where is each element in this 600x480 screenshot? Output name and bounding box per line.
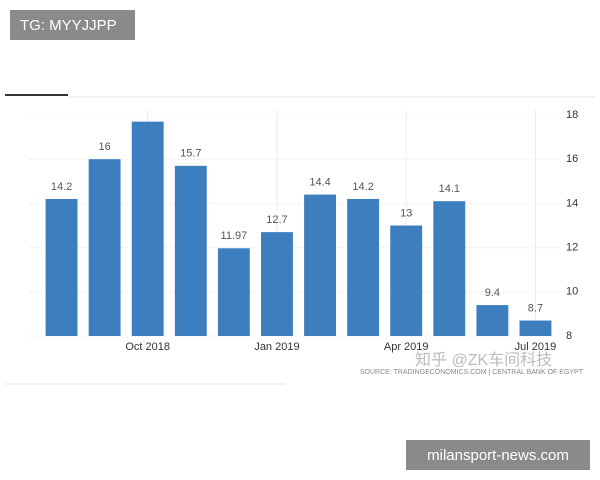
watermark: 知乎 @ZK车间科技	[415, 351, 552, 369]
bar	[390, 225, 423, 336]
bar	[347, 198, 380, 336]
x-tick-label: Oct 2018	[125, 341, 170, 353]
bar	[88, 159, 121, 336]
value-label: 12.7	[266, 214, 287, 226]
bar	[217, 248, 250, 336]
bar	[174, 165, 207, 336]
value-label: 15.7	[180, 148, 201, 160]
top-tag: TG: MYYJJPP	[20, 17, 117, 34]
x-tick-label: Apr 2019	[384, 341, 429, 353]
bar	[433, 201, 466, 336]
y-tick-label: 10	[566, 286, 578, 298]
y-tick-label: 8	[566, 330, 572, 342]
tag-box	[10, 10, 135, 40]
source: SOURCE: TRADINGECONOMICS.COM | CENTRAL B…	[360, 369, 584, 376]
x-tick-label: Jan 2019	[254, 341, 299, 353]
site: milansport-news.com	[427, 447, 569, 464]
bar	[131, 121, 164, 336]
value-label: 14.1	[439, 183, 460, 195]
value-label: 11.97	[221, 230, 248, 242]
value-label: 9.4	[485, 287, 500, 299]
bar	[261, 232, 293, 336]
y-tick-label: 12	[566, 242, 578, 254]
x-tick-label: Jul 2019	[515, 341, 557, 353]
value-label: 16	[99, 141, 111, 153]
site-box	[406, 440, 590, 470]
bar	[45, 198, 78, 336]
value-label: 13	[400, 207, 412, 219]
value-label: 14.2	[51, 181, 72, 193]
bar	[304, 194, 336, 336]
value-label: 14.2	[352, 181, 373, 193]
y-tick-label: 14	[566, 197, 578, 209]
bar	[476, 305, 509, 336]
bar	[519, 320, 552, 336]
value-label: 8.7	[528, 302, 543, 314]
y-tick-label: 18	[566, 109, 578, 121]
value-label: 14.4	[309, 176, 330, 188]
y-tick-label: 16	[566, 153, 578, 165]
